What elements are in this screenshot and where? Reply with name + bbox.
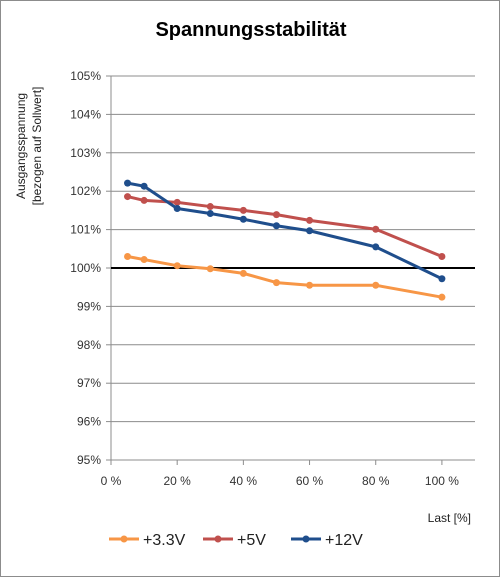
legend-label: +3.3V — [143, 532, 186, 549]
data-point-5v — [206, 203, 214, 211]
data-point-12v — [239, 215, 247, 223]
y-axis-title-line-2: [bezogen auf Sollwert] — [30, 87, 44, 206]
data-point-5v — [239, 206, 247, 214]
data-point-5v — [140, 196, 148, 204]
series-12v — [124, 179, 446, 283]
data-point-12v — [438, 275, 446, 283]
data-point-33v — [239, 269, 247, 277]
data-point-5v — [124, 193, 132, 201]
x-tick-label: 0 % — [101, 474, 122, 488]
chart-title: Spannungsstabilität — [155, 19, 346, 41]
x-tick-label: 40 % — [230, 474, 258, 488]
y-tick-label: 103% — [70, 146, 101, 160]
x-tick-label: 80 % — [362, 474, 390, 488]
legend-item-12v: +12V — [291, 532, 363, 549]
data-point-5v — [438, 252, 446, 260]
data-point-5v — [272, 211, 280, 219]
data-point-33v — [272, 279, 280, 287]
data-point-12v — [372, 243, 380, 251]
y-tick-label: 104% — [70, 107, 101, 121]
y-tick-label: 95% — [77, 453, 101, 467]
data-point-33v — [372, 281, 380, 289]
y-tick-label: 96% — [77, 415, 101, 429]
legend-item-5v: +5V — [203, 532, 266, 549]
data-point-12v — [140, 182, 148, 190]
legend-swatch-marker — [120, 535, 128, 543]
series-layer — [124, 179, 446, 301]
data-point-5v — [372, 225, 380, 233]
y-axis-title-line-1: Ausgangsspannung — [14, 93, 28, 199]
legend-item-33v: +3.3V — [109, 532, 186, 549]
y-tick-label: 100% — [70, 261, 101, 275]
data-point-12v — [272, 222, 280, 230]
series-33v — [124, 252, 446, 301]
data-point-33v — [140, 256, 148, 264]
y-tick-label: 101% — [70, 223, 101, 237]
x-tick-label: 100 % — [425, 474, 459, 488]
data-point-33v — [306, 281, 314, 289]
y-axis-title: Ausgangsspannung [bezogen auf Sollwert] — [14, 87, 44, 206]
y-axis-ticks: 95% 96% 97% 98% 99% 100% 101% 102% 103% 104% 105% — [70, 69, 111, 467]
data-point-33v — [173, 262, 181, 270]
legend-swatch-marker — [214, 535, 222, 543]
data-point-12v — [306, 227, 314, 235]
legend: +3.3V +5V +12V — [109, 532, 363, 549]
data-point-5v — [306, 216, 314, 224]
x-tick-label: 60 % — [296, 474, 324, 488]
y-tick-label: 105% — [70, 69, 101, 83]
y-tick-label: 99% — [77, 299, 101, 313]
y-tick-label: 102% — [70, 184, 101, 198]
x-axis-title: Last [%] — [428, 511, 471, 525]
legend-swatch-marker — [302, 535, 310, 543]
x-tick-label: 20 % — [164, 474, 192, 488]
legend-label: +12V — [325, 532, 363, 549]
data-point-12v — [124, 179, 132, 187]
x-axis-ticks: 0 % 20 % 40 % 60 % 80 % 100 % — [101, 460, 459, 488]
data-point-12v — [206, 209, 214, 217]
data-point-33v — [438, 293, 446, 301]
y-tick-label: 97% — [77, 376, 101, 390]
series-5v — [124, 193, 446, 260]
data-point-5v — [173, 198, 181, 206]
data-point-12v — [173, 204, 181, 212]
data-point-33v — [124, 252, 132, 260]
legend-label: +5V — [237, 532, 266, 549]
data-point-33v — [206, 265, 214, 273]
series-line-33v — [127, 255, 443, 299]
y-tick-label: 98% — [77, 338, 101, 352]
